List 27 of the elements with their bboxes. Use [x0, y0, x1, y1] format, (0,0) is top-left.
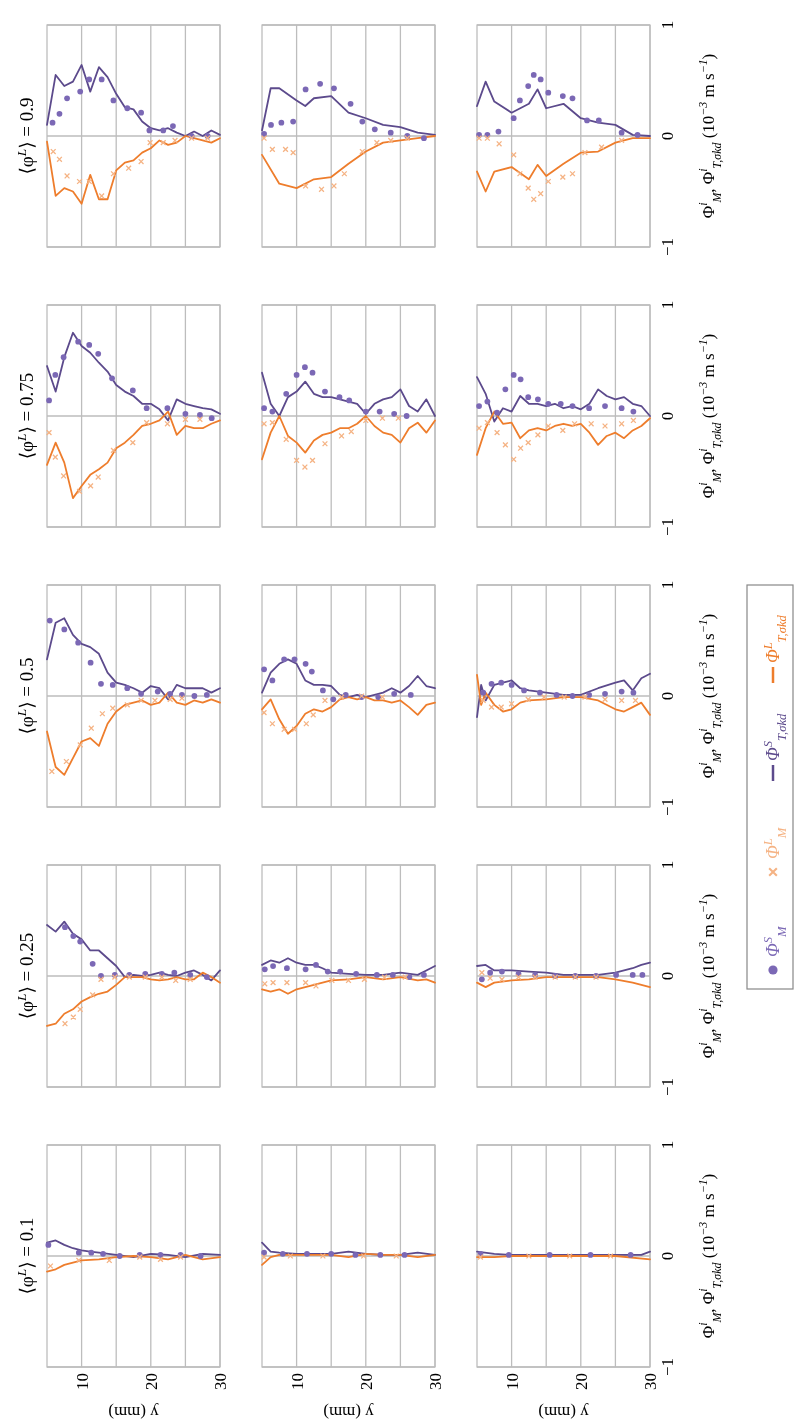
- y-tick-label: 0: [658, 1251, 677, 1261]
- x-tick-label: 20: [141, 1373, 161, 1390]
- x-tick-label: 20: [571, 1373, 591, 1390]
- y-tick-label: −1: [658, 517, 677, 537]
- x-tick-label: 10: [287, 1373, 307, 1390]
- x-tick-label: 20: [356, 1373, 376, 1390]
- y-tick-label: 1: [658, 580, 677, 590]
- y-tick-label: 0: [658, 971, 677, 981]
- y-tick-label: −1: [658, 1357, 677, 1377]
- y-tick-label: 1: [658, 860, 677, 870]
- x-tick-label: 10: [502, 1373, 522, 1390]
- y-tick-label: 1: [658, 1140, 677, 1150]
- y-tick-label: 0: [658, 131, 677, 141]
- x-tick-label: 30: [211, 1373, 230, 1390]
- x-tick-label: 10: [72, 1373, 92, 1390]
- y-tick-label: −1: [658, 237, 677, 257]
- y-tick-label: 0: [658, 411, 677, 421]
- x-tick-label: 30: [641, 1373, 660, 1390]
- x-axis-title: y (mm): [108, 1403, 159, 1422]
- x-tick-label: 30: [426, 1373, 445, 1390]
- y-tick-label: −1: [658, 1077, 677, 1097]
- x-axis-title: y (mm): [538, 1403, 589, 1422]
- y-tick-label: 0: [658, 691, 677, 701]
- x-axis-title: y (mm): [323, 1403, 374, 1422]
- y-tick-label: 1: [658, 20, 677, 30]
- y-tick-label: 1: [658, 300, 677, 310]
- y-tick-label: −1: [658, 797, 677, 817]
